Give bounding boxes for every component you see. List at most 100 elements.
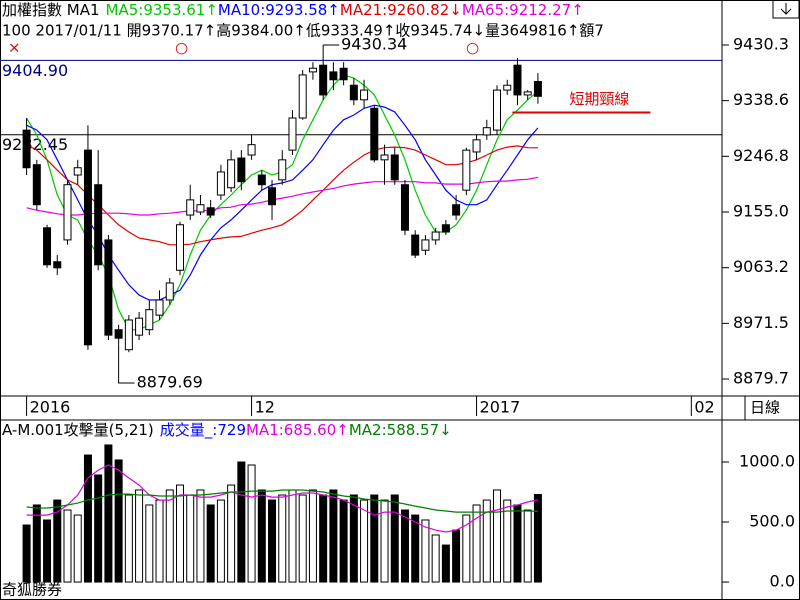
volume-bar [175,484,184,583]
candle-body [380,154,389,161]
candle-body [411,234,420,256]
legend-entry: MA5:9353.61↑ [106,1,218,19]
candle-body [227,159,236,189]
candle-body [175,224,184,271]
quote-line: 100 2017/01/11 開9370.17↑高9384.00↑低9333.4… [2,22,604,40]
volume-bar [206,504,215,583]
candle-body [216,171,225,196]
candle-body [124,319,133,351]
candle-body [94,184,103,266]
volume-bar [370,494,379,583]
volume-bar [533,494,542,583]
legend-entry: MA65:9212.27↑ [462,1,584,19]
volume-bar [308,489,317,583]
volume-bar [247,464,256,583]
x-tick-label: 2016 [30,398,71,417]
volume-bar [22,524,31,583]
volume-bar [288,489,297,583]
volume-bar [268,499,277,583]
candle-body [349,84,358,101]
signal-mark: ○ [466,39,479,57]
y-tick-label: 8879.7 [733,369,789,388]
candle-body [319,64,328,96]
candle-body [135,317,144,336]
volume-label: 成交量_:729 [160,421,246,440]
ma-line [26,464,539,533]
y-tick-label: 0.0 [770,572,795,591]
candle-body [22,129,31,169]
annotation-label: 9430.34 [341,34,407,53]
candle-body [329,71,338,81]
candle-body [43,227,52,266]
neckline-label: 短期頸線 [569,90,629,108]
legend-entry: MA2:588.57↓ [349,421,452,439]
volume-bar [503,499,512,583]
reference-label: 9404.90 [2,61,68,80]
legend-entry: MA21:9260.82↓ [340,1,462,19]
volume-bar [339,499,348,583]
candle-body [513,64,522,96]
volume-bar [400,509,409,583]
candle-body [268,187,277,206]
volume-bar [73,514,82,583]
annotation-label: 8879.69 [137,373,203,392]
volume-bar [431,534,440,583]
y-tick-label: 9338.6 [733,90,789,109]
candle-body [114,329,123,339]
volume-bar [411,514,420,583]
x-tick-label: 2017 [480,398,521,417]
candle-body [431,231,440,241]
signal-mark: ○ [175,39,188,57]
candle-body [104,239,113,336]
candle-body [482,127,491,136]
candle-body [472,139,481,153]
volume-bar [165,489,174,583]
candle-body [32,164,41,206]
y-tick-label: 9430.3 [733,35,789,54]
candle-body [360,89,369,101]
volume-bar [257,489,266,583]
volume-bar [43,519,52,583]
volume-bar [360,499,369,583]
volume-bar [452,529,461,583]
x-tick-label: 02 [694,398,714,417]
y-tick-label: 1000.0 [739,452,795,471]
candle-body [370,107,379,161]
period-label: 日線 [750,399,780,417]
volume-bar [104,444,113,583]
candle-body [523,91,532,96]
volume-bar [196,489,205,583]
y-tick-label: 500.0 [749,512,795,531]
candle-body [308,67,317,73]
ma-line [26,176,539,216]
volume-title: A-M.001攻擊量(5,21) [2,421,154,439]
signal-mark: × [8,39,21,57]
candle-body [288,117,297,151]
candle-body [339,67,348,81]
candle-body [73,167,82,176]
volume-bar [380,499,389,583]
volume-bar [135,489,144,583]
volume-bar [472,504,481,583]
scroll-arrow [780,3,792,15]
volume-bar [298,494,307,583]
volume-bar [441,544,450,583]
annotation-line [118,344,135,384]
candle-body [83,149,92,346]
candle-body [390,154,399,181]
x-tick-label: 12 [255,398,275,417]
volume-bar [523,509,532,583]
volume-bar [32,504,41,583]
volume-bar [114,459,123,583]
volume-bar [216,499,225,583]
volume-bar [278,494,287,583]
volume-bar [482,499,491,583]
volume-bar [329,489,338,583]
candle-body [503,84,512,91]
candle-body [452,204,461,216]
volume-bar [390,494,399,583]
candle-body [441,224,450,233]
ma-line [26,144,538,246]
